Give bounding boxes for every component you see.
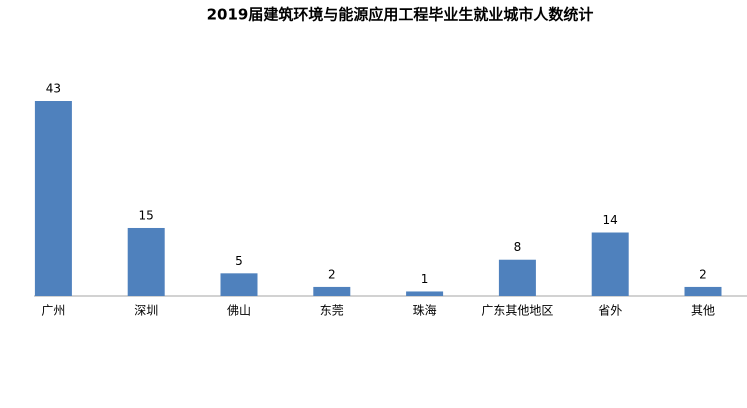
x-tick-label: 广东其他地区 [481,304,553,318]
value-label: 2 [328,267,336,281]
value-label: 2 [699,267,707,281]
x-tick-label: 其他 [691,304,715,318]
chart-title: 2019届建筑环境与能源应用工程毕业生就业城市人数统计 [207,6,594,24]
x-tick-label: 省外 [598,304,622,318]
bar [406,291,444,296]
bar [34,101,72,296]
bar [498,259,536,296]
value-label: 1 [421,272,429,286]
bar [220,273,258,296]
value-label: 15 [139,208,154,222]
bar [684,286,722,296]
x-tick-label: 广州 [41,304,65,318]
x-tick-label: 深圳 [134,304,158,318]
x-tick-label: 佛山 [227,304,251,318]
bar [591,232,629,296]
value-label: 43 [46,82,61,96]
value-label: 5 [235,254,243,268]
value-label: 14 [603,213,618,227]
x-tick-label: 珠海 [413,303,437,318]
bar [127,227,165,296]
bar [313,286,351,296]
value-label: 8 [514,240,522,254]
x-tick-label: 东莞 [320,304,344,318]
